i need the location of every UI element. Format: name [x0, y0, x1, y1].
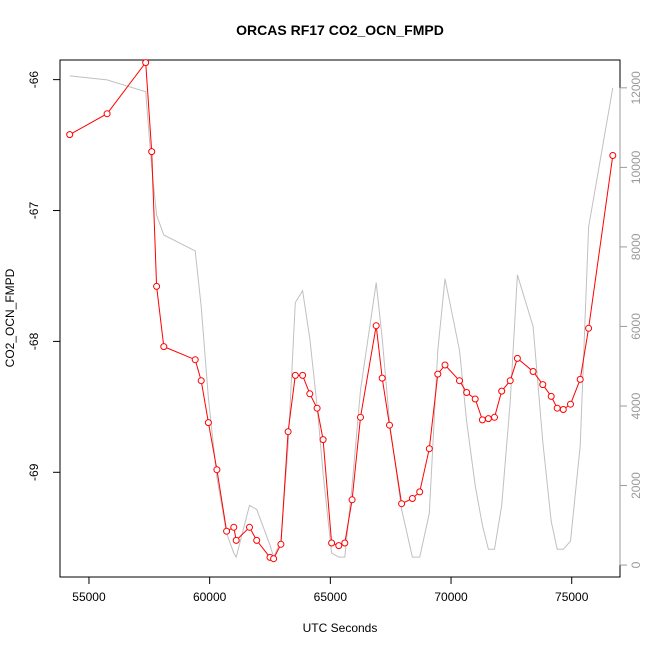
data-point [463, 389, 471, 396]
y-tick-label: -68 [27, 332, 41, 350]
data-point [204, 419, 212, 427]
data-point [284, 428, 292, 436]
data-point [441, 361, 449, 369]
y-axis-label: CO2_OCN_FMPD [3, 268, 17, 367]
data-point [513, 354, 521, 362]
x-axis-label: UTC Seconds [303, 621, 378, 635]
x-tick-label: 60000 [193, 590, 227, 604]
data-point [357, 413, 364, 421]
y2-tick-label: 6000 [629, 313, 643, 340]
y2-tick-label: 8000 [629, 233, 643, 260]
y2-tick-label: 4000 [629, 392, 643, 419]
data-point [372, 322, 380, 330]
data-point [142, 59, 150, 67]
data-point [66, 131, 74, 139]
data-point [335, 542, 343, 550]
x-tick-label: 70000 [434, 590, 468, 604]
y-tick-label: -67 [27, 202, 41, 220]
data-point [153, 282, 161, 290]
data-point [491, 413, 498, 421]
y2-tick-label: 0 [629, 561, 643, 568]
data-point [230, 523, 238, 531]
data-point [191, 356, 199, 364]
data-point [253, 536, 261, 544]
data-point [506, 377, 514, 385]
data-point [378, 374, 386, 382]
data-point [223, 527, 231, 535]
data-point [291, 371, 299, 379]
data-point [539, 381, 547, 389]
data-point [348, 496, 356, 504]
data-point [246, 523, 253, 531]
data-point [585, 324, 593, 332]
data-point [306, 390, 314, 398]
data-point [398, 500, 406, 508]
primary-series-layer [66, 59, 617, 563]
data-point [319, 436, 327, 444]
y2-tick-label: 12000 [629, 71, 643, 105]
data-point [471, 395, 479, 403]
data-point [559, 406, 567, 413]
secondary-series-line [69, 75, 614, 559]
data-point [341, 539, 349, 547]
x-tick-label: 55000 [72, 590, 106, 604]
plot-frame [59, 59, 621, 578]
data-point [103, 110, 111, 118]
secondary-series-layer [69, 75, 614, 559]
data-point [160, 343, 168, 351]
data-point [277, 540, 285, 548]
data-point [408, 495, 416, 502]
data-point [547, 392, 555, 400]
data-point [270, 555, 278, 563]
data-point [609, 152, 617, 159]
data-point [576, 375, 584, 383]
data-point [529, 368, 537, 375]
data-point [328, 539, 336, 547]
data-point [313, 404, 321, 412]
y2-tick-label: 2000 [629, 472, 643, 499]
y-tick-label: -66 [27, 71, 41, 89]
x-tick-label: 65000 [314, 590, 348, 604]
data-point [148, 148, 156, 156]
data-point [567, 400, 574, 408]
data-point [484, 415, 492, 423]
y-tick-label: -69 [27, 463, 41, 481]
data-point [553, 404, 561, 412]
data-point [456, 377, 463, 385]
data-point [232, 536, 240, 544]
y2-tick-label: 10000 [629, 150, 643, 184]
data-point [197, 377, 205, 385]
x-tick-label: 75000 [555, 590, 589, 604]
data-point [213, 466, 221, 474]
data-point [434, 370, 442, 378]
data-point [299, 371, 307, 379]
data-point [386, 421, 393, 429]
chart-title: ORCAS RF17 CO2_OCN_FMPD [236, 22, 444, 38]
data-point [416, 488, 424, 496]
data-point [498, 387, 506, 395]
primary-series-line [69, 61, 614, 560]
data-point [425, 445, 433, 453]
axes-layer: 55000 60000 65000 70000 75000 -69 -68 -67 -66 0 20… [27, 71, 643, 604]
data-point [478, 416, 486, 424]
